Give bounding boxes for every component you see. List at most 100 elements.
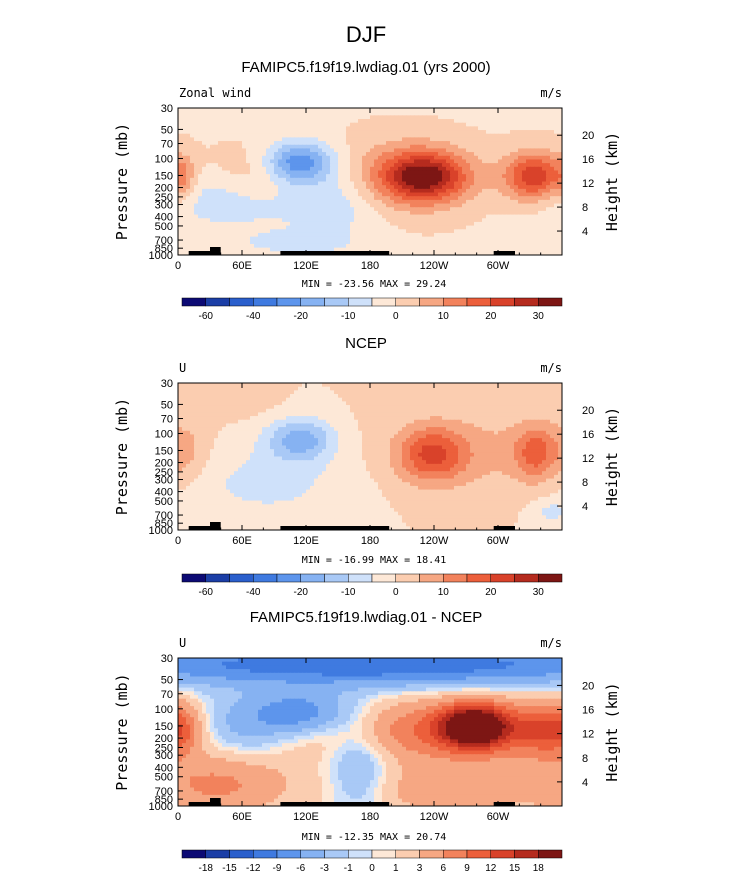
- field-cell: [538, 386, 543, 391]
- field-cell: [198, 416, 203, 421]
- field-cell: [234, 196, 239, 201]
- field-cell: [198, 148, 203, 153]
- field-cell: [370, 137, 375, 142]
- field-cell: [218, 152, 223, 157]
- field-cell: [402, 133, 407, 138]
- field-cell: [490, 188, 495, 194]
- field-cell: [402, 229, 407, 234]
- field-cell: [478, 401, 483, 406]
- field-cell: [298, 383, 303, 388]
- field-cell: [398, 397, 403, 402]
- field-cell: [418, 177, 423, 183]
- field-cell: [374, 214, 379, 219]
- field-cell: [478, 210, 483, 216]
- field-cell: [178, 236, 183, 241]
- field-cell: [242, 397, 247, 402]
- field-cell: [398, 119, 403, 124]
- field-cell: [394, 188, 399, 194]
- field-cell: [502, 394, 507, 399]
- field-cell: [354, 163, 359, 168]
- field-cell: [506, 119, 511, 124]
- field-cell: [266, 412, 271, 417]
- field-cell: [194, 192, 199, 197]
- field-cell: [390, 397, 395, 402]
- field-cell: [482, 240, 487, 245]
- y-tick-label: 50: [161, 124, 173, 136]
- field-cell: [426, 174, 431, 179]
- field-cell: [330, 412, 335, 417]
- field-cell: [522, 386, 527, 391]
- field-cell: [554, 251, 559, 255]
- field-cell: [262, 394, 267, 399]
- field-cell: [486, 247, 491, 252]
- field-cell: [274, 130, 279, 135]
- field-cell: [354, 412, 359, 417]
- field-cell: [230, 394, 235, 399]
- field-cell: [186, 137, 191, 142]
- field-cell: [530, 218, 535, 223]
- field-cell: [210, 203, 215, 208]
- field-cell: [314, 386, 319, 391]
- field-cell: [346, 177, 351, 183]
- field-cell: [494, 144, 499, 150]
- field-cell: [250, 221, 255, 227]
- field-cell: [410, 214, 415, 219]
- field-cell: [526, 221, 531, 227]
- field-cell: [310, 122, 315, 127]
- field-cell: [238, 207, 243, 212]
- field-cell: [526, 141, 531, 146]
- field-cell: [446, 188, 451, 194]
- field-cell: [478, 390, 483, 395]
- field-cell: [258, 133, 263, 138]
- field-cell: [414, 408, 419, 413]
- field-cell: [258, 416, 263, 421]
- field-cell: [458, 155, 463, 161]
- field-cell: [374, 207, 379, 212]
- field-cell: [258, 225, 263, 230]
- field-cell: [470, 174, 475, 179]
- field-cell: [350, 225, 355, 230]
- field-cell: [266, 236, 271, 241]
- panel-title: NCEP: [345, 335, 387, 352]
- field-cell: [558, 152, 562, 157]
- field-cell: [238, 126, 243, 131]
- field-cell: [366, 218, 371, 223]
- field-cell: [198, 236, 203, 241]
- field-cell: [206, 166, 211, 172]
- field-cell: [366, 119, 371, 124]
- field-cell: [246, 192, 251, 197]
- field-cell: [262, 383, 267, 388]
- field-cell: [394, 207, 399, 212]
- field-cell: [270, 126, 275, 131]
- field-cell: [370, 405, 375, 410]
- field-cell: [246, 141, 251, 146]
- field-cell: [218, 155, 223, 161]
- field-cell: [222, 207, 227, 212]
- field-cell: [358, 155, 363, 161]
- field-cell: [498, 119, 503, 124]
- field-cell: [342, 419, 347, 425]
- field-cell: [190, 192, 195, 197]
- field-cell: [462, 412, 467, 417]
- field-cell: [494, 137, 499, 142]
- field-cell: [354, 397, 359, 402]
- field-cell: [314, 207, 319, 212]
- field-cell: [306, 394, 311, 399]
- field-cell: [330, 192, 335, 197]
- field-cell: [434, 386, 439, 391]
- field-cell: [462, 236, 467, 241]
- field-cell: [418, 207, 423, 212]
- field-cell: [442, 210, 447, 216]
- field-cell: [218, 170, 223, 175]
- field-cell: [242, 240, 247, 245]
- field-cell: [230, 174, 235, 179]
- field-cell: [310, 130, 315, 135]
- field-cell: [530, 232, 535, 238]
- field-cell: [402, 170, 407, 175]
- field-cell: [214, 225, 219, 230]
- field-cell: [366, 177, 371, 183]
- field-cell: [522, 390, 527, 395]
- height-tick-label: 4: [582, 226, 588, 238]
- field-cell: [378, 126, 383, 131]
- field-cell: [366, 383, 371, 388]
